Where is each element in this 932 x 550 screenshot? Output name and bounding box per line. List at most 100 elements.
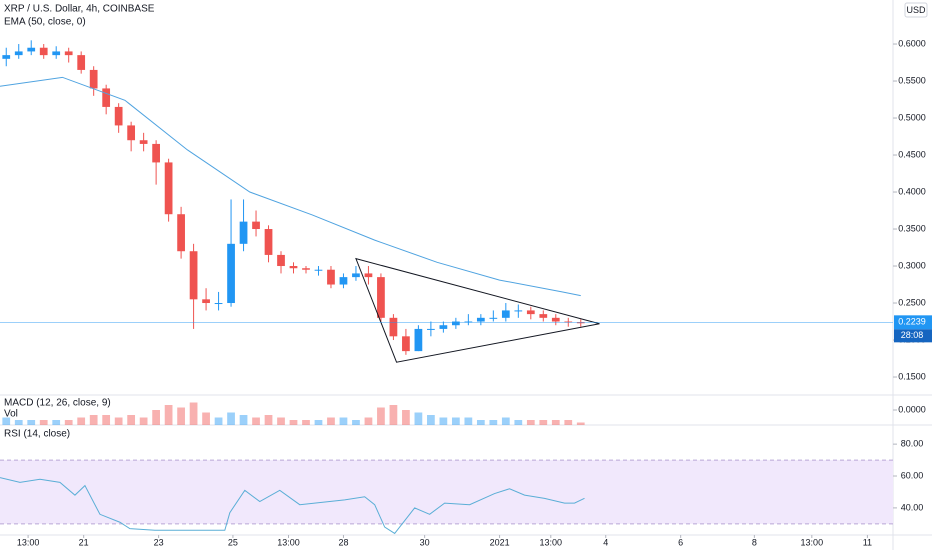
volume-bar bbox=[89, 415, 98, 425]
candle-body bbox=[476, 317, 485, 322]
macd-tick-label: 0.0000 bbox=[898, 404, 926, 414]
volume-legend: Vol bbox=[4, 409, 18, 420]
volume-bar bbox=[501, 417, 510, 425]
x-tick-label: 13:00 bbox=[801, 537, 824, 547]
candle-body bbox=[564, 321, 573, 323]
candle-body bbox=[489, 317, 498, 319]
volume-bar bbox=[302, 420, 310, 425]
candle-body bbox=[114, 106, 123, 126]
rsi-line bbox=[0, 477, 585, 535]
candle-body bbox=[352, 273, 360, 278]
volume-bar bbox=[427, 415, 435, 425]
candle-body bbox=[427, 328, 435, 330]
y-tick-label: 0.1500 bbox=[898, 371, 926, 381]
candle-body bbox=[202, 299, 210, 304]
price-pane bbox=[0, 40, 600, 363]
y-tick-label: 0.4000 bbox=[898, 186, 926, 196]
candle-body bbox=[364, 273, 373, 278]
volume-bar bbox=[64, 420, 73, 425]
candle-body bbox=[451, 321, 460, 326]
candle-body bbox=[252, 221, 260, 230]
x-tick-label: 13:00 bbox=[17, 537, 40, 547]
volume-bar bbox=[152, 410, 160, 425]
volume-bar bbox=[264, 415, 273, 425]
candle-body bbox=[514, 310, 523, 312]
volume-bar bbox=[239, 415, 248, 425]
candle-body bbox=[389, 317, 398, 337]
volume-bar bbox=[164, 405, 173, 425]
candle-body bbox=[27, 47, 36, 52]
ema-line bbox=[0, 76, 581, 297]
rsi-tick-label: 80.00 bbox=[901, 439, 924, 449]
candle-body bbox=[526, 310, 535, 315]
x-tick-label: 25 bbox=[228, 537, 238, 547]
volume-bar bbox=[227, 412, 235, 425]
x-tick-label: 6 bbox=[678, 537, 683, 547]
y-tick-label: 0.2500 bbox=[898, 297, 926, 307]
candle-body bbox=[377, 277, 385, 318]
candle-body bbox=[302, 268, 310, 270]
candle-body bbox=[402, 336, 410, 352]
candle-body bbox=[14, 51, 23, 56]
chart-title: XRP / U.S. Dollar, 4h, COINBASE bbox=[4, 4, 155, 15]
ema-legend: EMA (50, close, 0) bbox=[4, 17, 86, 28]
x-tick-label: 13:00 bbox=[277, 537, 300, 547]
rsi-tick-label: 60.00 bbox=[901, 470, 924, 480]
candle-body bbox=[102, 88, 111, 107]
volume-bar bbox=[364, 417, 373, 425]
volume-bar bbox=[277, 417, 285, 425]
last-price-box bbox=[894, 315, 932, 330]
volume-bar bbox=[114, 417, 123, 425]
volume-bar bbox=[327, 417, 335, 425]
x-tick-label: 2021 bbox=[490, 537, 510, 547]
volume-bar bbox=[551, 420, 560, 425]
volume-bar bbox=[52, 420, 61, 425]
candle-body bbox=[277, 254, 285, 267]
candle-body bbox=[2, 55, 11, 59]
volume-bar bbox=[439, 417, 448, 425]
candle-body bbox=[239, 221, 248, 244]
volume-bar bbox=[2, 417, 11, 425]
volume-bar bbox=[564, 420, 573, 425]
candle-body bbox=[227, 243, 235, 304]
candle-body bbox=[127, 125, 136, 141]
candle-body bbox=[289, 266, 298, 269]
volume-bar bbox=[102, 415, 111, 425]
volume-bar bbox=[314, 420, 323, 425]
rsi-legend: RSI (14, close) bbox=[4, 429, 70, 440]
volume-bar bbox=[127, 415, 136, 425]
volume-bar bbox=[39, 420, 48, 425]
countdown-box bbox=[894, 329, 932, 343]
volume-bar bbox=[451, 417, 460, 425]
volume-bar bbox=[514, 420, 523, 425]
volume-bar bbox=[139, 417, 148, 425]
candle-body bbox=[77, 55, 86, 70]
currency-button[interactable] bbox=[904, 2, 928, 18]
candle-body bbox=[264, 229, 273, 255]
volume-bar bbox=[576, 422, 585, 425]
y-tick-label: 0.4500 bbox=[898, 149, 926, 159]
volume-bar bbox=[177, 407, 185, 425]
x-tick-label: 8 bbox=[752, 537, 757, 547]
rsi-tick-label: 40.00 bbox=[901, 502, 924, 512]
volume-bar bbox=[539, 420, 548, 425]
candle-body bbox=[64, 51, 73, 56]
currency-label: USD bbox=[906, 5, 926, 15]
candle-body bbox=[327, 269, 335, 285]
rsi-band bbox=[0, 460, 893, 524]
y-tick-label: 0.3000 bbox=[898, 260, 926, 270]
candle-body bbox=[89, 69, 98, 89]
volume-bar bbox=[27, 420, 36, 425]
volume-bar bbox=[214, 417, 223, 425]
y-tick-label: 0.6000 bbox=[898, 38, 926, 48]
candle-body bbox=[464, 321, 473, 323]
candle-body bbox=[576, 322, 585, 324]
x-tick-label: 13:00 bbox=[540, 537, 563, 547]
y-tick-label: 0.5000 bbox=[898, 112, 926, 122]
volume-bar bbox=[77, 417, 86, 425]
volume-bar bbox=[402, 410, 410, 425]
volume-bar bbox=[202, 412, 210, 425]
volume-bar bbox=[14, 420, 23, 425]
y-tick-label: 0.5500 bbox=[898, 75, 926, 85]
